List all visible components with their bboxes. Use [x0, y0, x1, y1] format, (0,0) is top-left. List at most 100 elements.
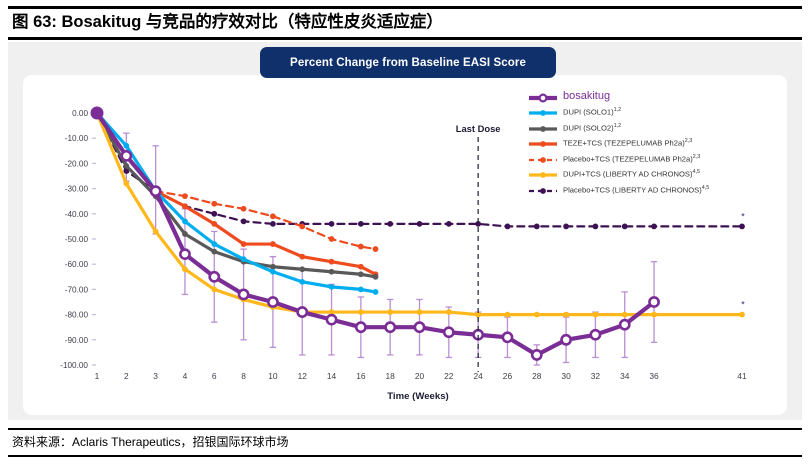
legend-item-placebo-tcs-teze[interactable]: Placebo+TCS (TEZEPELUMAB Ph2a)2,3 — [528, 151, 709, 167]
legend-item-dupi-solo1[interactable]: DUPI (SOLO1)1,2 — [528, 105, 709, 121]
data-point — [182, 218, 188, 225]
data-point — [592, 223, 599, 230]
last-dose-label: Last Dose — [456, 123, 501, 134]
data-point — [267, 296, 279, 308]
x-axis-tick-label: 10 — [268, 371, 278, 381]
data-point — [372, 273, 379, 280]
legend-item-bosakitug[interactable]: bosakitug — [528, 89, 709, 105]
y-axis-tick-label: -100.00 — [60, 361, 88, 370]
legend-item-placebo-tcs-chronos[interactable]: Placebo+TCS (LIBERTY AD CHRONOS)4,5 — [528, 182, 709, 198]
data-point — [270, 241, 276, 247]
x-axis-tick-label: 1 — [95, 371, 100, 381]
data-point — [563, 223, 569, 230]
data-point — [416, 309, 423, 315]
legend-item-dupi-solo2[interactable]: DUPI (SOLO2)1,2 — [528, 120, 709, 136]
data-point — [240, 218, 247, 225]
data-point — [475, 311, 482, 318]
legend-item-dupi-tcs-chronos[interactable]: DUPI+TCS (LIBERTY AD CHRONOS)4,5 — [528, 167, 709, 183]
x-axis-tick-label: 34 — [620, 371, 630, 381]
data-point — [240, 205, 247, 212]
data-point — [416, 220, 423, 227]
footer-top-rule — [8, 428, 802, 430]
data-point — [299, 266, 306, 273]
data-point — [504, 223, 511, 230]
data-point — [90, 106, 104, 120]
data-point — [270, 213, 276, 220]
y-axis-tick-label: -50.00 — [65, 235, 89, 244]
legend-swatch-icon — [528, 106, 558, 118]
chart-panel-inner — [23, 75, 787, 415]
y-axis-tick-label: -70.00 — [65, 285, 89, 294]
data-point — [299, 278, 306, 285]
data-point — [120, 149, 133, 162]
legend-swatch-icon — [528, 168, 558, 180]
series-dupi-tcs-chronos: * — [94, 110, 745, 318]
chart-header-pill: Percent Change from Baseline EASI Score — [260, 47, 556, 78]
title-bottom-rule — [8, 37, 802, 40]
data-point — [372, 246, 379, 252]
x-axis-tick-label: 24 — [473, 371, 483, 381]
data-point — [589, 328, 602, 341]
data-point — [501, 331, 514, 344]
data-point — [357, 263, 364, 270]
y-axis-tick-label: -30.00 — [65, 185, 89, 194]
data-point — [211, 248, 218, 255]
data-point — [651, 223, 657, 230]
data-point — [387, 220, 394, 227]
data-point — [296, 306, 309, 318]
x-axis-tick-label: 20 — [415, 371, 425, 381]
footnote-star: * — [741, 211, 745, 221]
data-point — [240, 256, 247, 263]
x-axis-tick-label: 22 — [444, 371, 454, 381]
legend-swatch-icon — [528, 122, 558, 134]
data-point — [445, 309, 452, 315]
data-point — [651, 311, 657, 318]
x-axis-tick-label: 6 — [212, 371, 217, 381]
data-point — [560, 333, 572, 346]
data-point — [270, 220, 276, 227]
data-point — [237, 288, 250, 301]
legend-swatch-icon — [528, 184, 558, 196]
x-axis-tick-label: 26 — [503, 371, 513, 381]
data-point — [648, 296, 660, 308]
data-point — [182, 231, 188, 237]
x-axis-tick-label: 32 — [591, 371, 601, 381]
x-axis-tick-label: 41 — [737, 371, 747, 381]
data-point — [123, 180, 130, 187]
data-point — [563, 311, 569, 318]
data-point — [208, 270, 221, 283]
data-point — [123, 142, 130, 149]
footnote-star: * — [741, 300, 745, 310]
data-point — [445, 220, 452, 227]
data-point — [530, 349, 543, 361]
data-point — [149, 185, 162, 198]
x-axis-title: Time (Weeks) — [387, 391, 449, 402]
y-axis-tick-label: -20.00 — [65, 159, 89, 168]
x-axis-tick-label: 30 — [561, 371, 571, 381]
data-point — [299, 253, 306, 260]
data-point — [621, 223, 628, 230]
data-point — [357, 271, 364, 278]
data-point — [592, 311, 599, 318]
data-point — [211, 200, 218, 207]
legend-item-teze-tcs[interactable]: TEZE+TCS (TEZEPELUMAB Ph2a)2,3 — [528, 136, 709, 152]
series-teze-tcs — [94, 110, 379, 278]
data-point — [328, 283, 335, 290]
series-line — [95, 111, 378, 276]
x-axis-tick-label: 16 — [356, 371, 366, 381]
data-point — [211, 286, 218, 293]
series-line — [95, 111, 378, 279]
data-point — [240, 241, 247, 247]
legend-label: Placebo+TCS (TEZEPELUMAB Ph2a)2,3 — [563, 153, 701, 164]
series-placebo-tcs-teze — [152, 188, 379, 252]
data-point — [384, 321, 397, 334]
y-axis-tick-label: -40.00 — [65, 210, 89, 219]
data-point — [211, 210, 218, 217]
legend-label: DUPI (SOLO1)1,2 — [563, 107, 622, 117]
data-point — [328, 268, 335, 275]
data-point — [182, 193, 188, 200]
data-point — [357, 243, 364, 250]
data-point — [357, 309, 364, 315]
x-axis-tick-label: 3 — [153, 371, 158, 381]
